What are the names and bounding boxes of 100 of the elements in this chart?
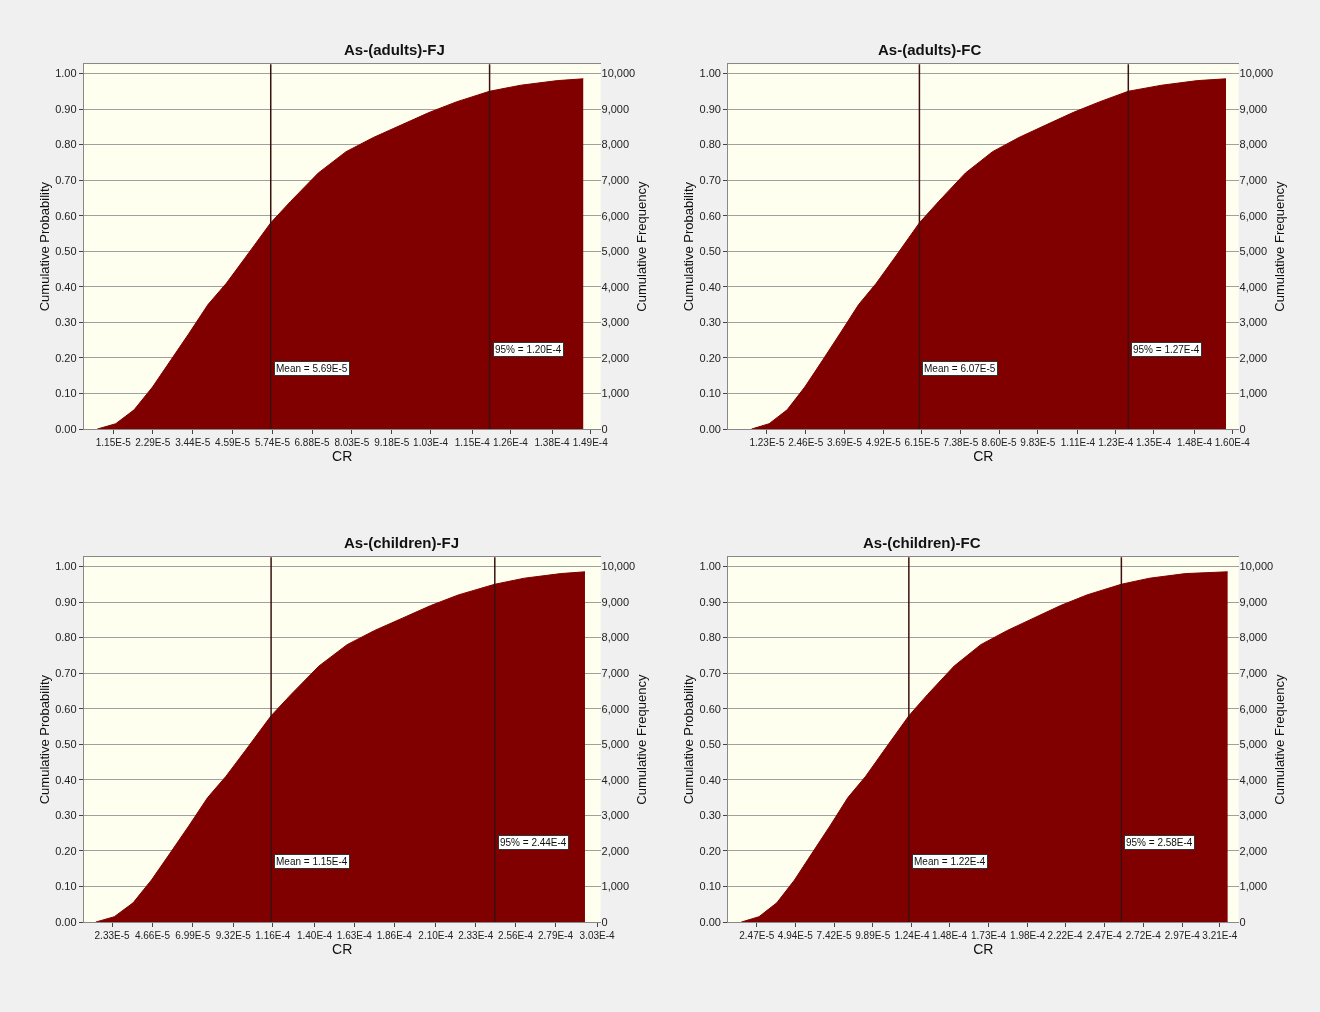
y2-tick-label: 0 xyxy=(601,422,608,435)
x-tick-label: 1.98E-4 xyxy=(1010,930,1046,942)
y-tick-label: 0.90 xyxy=(699,595,721,608)
x-axis-title: CR xyxy=(973,941,994,958)
y2-tick-label: 3,000 xyxy=(1239,809,1268,822)
y2-tick-label: 6,000 xyxy=(601,209,630,222)
x-tick-label: 2.79E-4 xyxy=(537,930,574,942)
x-tick-label: 1.49E-4 xyxy=(572,437,609,449)
y2-tick-label: 1,000 xyxy=(1239,387,1268,400)
x-tick-label: 6.99E-5 xyxy=(175,930,211,942)
x-tick-label: 2.47E-5 xyxy=(739,930,775,942)
x-tick-label: 1.35E-4 xyxy=(1135,437,1172,449)
y2-axis-title: Cumulative Frequency xyxy=(633,181,649,312)
y-tick-label: 0.70 xyxy=(55,174,77,186)
x-tick-label: 7.42E-5 xyxy=(816,930,853,942)
y-tick-label: 0.20 xyxy=(699,351,721,364)
y-axis-title: Cumulative Probability xyxy=(681,674,697,805)
y-tick-label: 0.90 xyxy=(55,595,77,608)
y2-tick-label: 4,000 xyxy=(601,280,630,293)
x-tick-label: 1.24E-4 xyxy=(894,930,930,942)
x-tick-label: 8.60E-5 xyxy=(981,437,1018,449)
y-tick-label: 0.00 xyxy=(55,422,77,435)
x-tick-label: 1.03E-4 xyxy=(413,437,449,449)
y-tick-label: 1.00 xyxy=(699,560,721,573)
y-axis-title: Cumulative Probability xyxy=(681,181,697,312)
y2-tick-label: 0 xyxy=(1239,422,1246,435)
x-tick-label: 2.22E-4 xyxy=(1047,930,1084,942)
y2-tick-label: 2,000 xyxy=(1239,844,1268,857)
x-tick-label: 2.46E-5 xyxy=(788,437,824,449)
x-tick-label: 2.10E-4 xyxy=(418,930,454,942)
y2-tick-label: 7,000 xyxy=(1239,667,1268,679)
y-tick-label: 0.50 xyxy=(699,738,721,751)
y2-tick-label: 8,000 xyxy=(601,631,630,644)
x-tick-label: 4.59E-5 xyxy=(215,437,251,449)
y2-tick-label: 5,000 xyxy=(1239,245,1268,258)
annotation: 95% = 2.44E-4 xyxy=(500,837,567,848)
y-tick-label: 0.70 xyxy=(55,667,77,679)
y-axis-title: Cumulative Probability xyxy=(37,181,53,312)
y-tick-label: 0.60 xyxy=(699,702,721,715)
y-tick-label: 0.50 xyxy=(699,245,721,258)
y-tick-label: 0.10 xyxy=(699,880,721,893)
x-tick-label: 1.16E-4 xyxy=(255,930,291,942)
x-tick-label: 3.03E-4 xyxy=(579,930,616,942)
annotation: Mean = 1.15E-4 xyxy=(276,856,348,867)
y2-tick-label: 10,000 xyxy=(601,67,636,80)
y-tick-label: 0.00 xyxy=(699,422,721,435)
x-tick-label: 2.47E-4 xyxy=(1086,930,1123,942)
x-tick-label: 1.15E-5 xyxy=(95,437,132,449)
y2-tick-label: 3,000 xyxy=(601,316,630,329)
x-axis-title: CR xyxy=(332,941,353,958)
x-tick-label: 9.89E-5 xyxy=(855,930,891,942)
x-tick-label: 7.38E-5 xyxy=(943,437,979,449)
y-tick-label: 0.30 xyxy=(699,809,721,822)
x-tick-label: 1.23E-5 xyxy=(749,437,785,449)
y2-tick-label: 1,000 xyxy=(601,880,630,893)
y2-tick-label: 5,000 xyxy=(1239,738,1268,751)
y2-tick-label: 1,000 xyxy=(601,387,630,400)
x-tick-label: 1.48E-4 xyxy=(931,930,968,942)
x-tick-label: 1.26E-4 xyxy=(492,437,529,449)
x-tick-label: 1.63E-4 xyxy=(336,930,373,942)
y-tick-label: 0.90 xyxy=(699,102,721,115)
y2-tick-label: 10,000 xyxy=(1239,67,1274,80)
y2-axis-title: Cumulative Frequency xyxy=(1271,674,1287,805)
y-axis-title: Cumulative Probability xyxy=(37,674,53,805)
y-tick-label: 0.60 xyxy=(55,209,77,222)
y2-tick-label: 4,000 xyxy=(1239,773,1268,786)
y2-tick-label: 0 xyxy=(601,915,608,928)
annotation: 95% = 2.58E-4 xyxy=(1126,837,1193,848)
y2-tick-label: 7,000 xyxy=(601,174,630,186)
y-tick-label: 0.40 xyxy=(55,280,77,293)
y2-tick-label: 0 xyxy=(1239,915,1246,928)
y2-tick-label: 6,000 xyxy=(1239,702,1268,715)
x-tick-label: 1.86E-4 xyxy=(376,930,413,942)
x-tick-label: 1.38E-4 xyxy=(534,437,570,449)
x-tick-label: 8.03E-5 xyxy=(334,437,370,449)
y-tick-label: 0.40 xyxy=(55,773,77,786)
x-tick-label: 1.23E-4 xyxy=(1098,437,1134,449)
y-tick-label: 0.20 xyxy=(699,844,721,857)
chart-title: As-(adults)-FC xyxy=(878,41,982,58)
x-axis-title: CR xyxy=(332,448,353,465)
x-tick-label: 9.18E-5 xyxy=(374,437,410,449)
y-tick-label: 0.20 xyxy=(55,844,77,857)
y2-tick-label: 9,000 xyxy=(1239,595,1268,608)
y-tick-label: 0.10 xyxy=(699,387,721,400)
y-tick-label: 0.60 xyxy=(699,209,721,222)
y-tick-label: 0.80 xyxy=(699,138,721,151)
x-tick-label: 1.73E-4 xyxy=(971,930,1007,942)
y-tick-label: 0.10 xyxy=(55,880,77,893)
x-tick-label: 9.83E-5 xyxy=(1020,437,1056,449)
x-axis-title: CR xyxy=(973,448,994,465)
y-tick-label: 0.30 xyxy=(55,316,77,329)
y2-axis-title: Cumulative Frequency xyxy=(1271,181,1287,312)
y2-tick-label: 9,000 xyxy=(601,595,630,608)
y-tick-label: 0.30 xyxy=(699,316,721,329)
y2-tick-label: 3,000 xyxy=(1239,316,1268,329)
y2-tick-label: 8,000 xyxy=(601,138,630,151)
x-tick-label: 2.56E-4 xyxy=(498,930,534,942)
y2-tick-label: 6,000 xyxy=(601,702,630,715)
y-tick-label: 0.40 xyxy=(699,280,721,293)
chart-title: As-(children)-FJ xyxy=(344,534,460,551)
